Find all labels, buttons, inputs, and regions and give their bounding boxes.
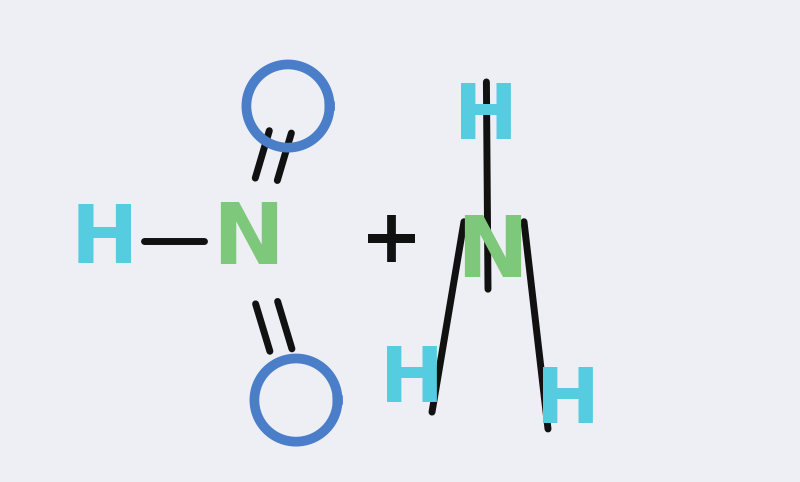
Text: H: H (454, 81, 518, 155)
Text: +: + (361, 204, 423, 278)
Text: H: H (70, 202, 138, 280)
Text: H: H (380, 344, 444, 418)
Text: N: N (456, 212, 528, 295)
Text: H: H (536, 365, 600, 440)
Text: N: N (212, 200, 284, 282)
